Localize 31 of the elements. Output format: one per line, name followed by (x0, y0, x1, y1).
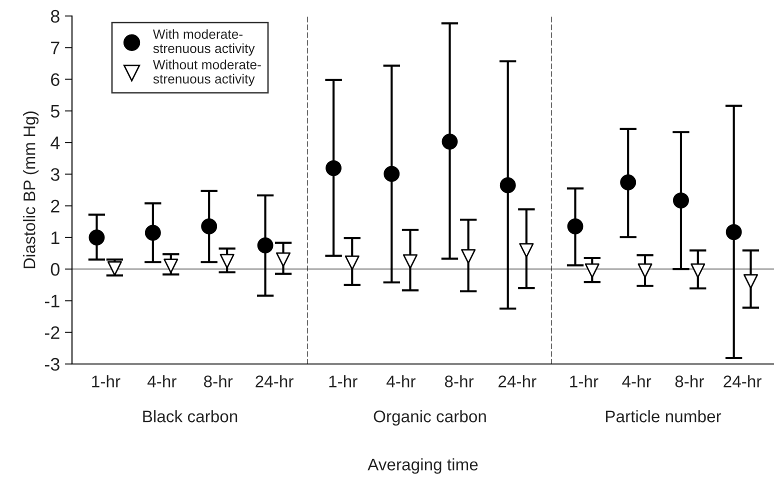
x-tick-label: 8-hr (204, 375, 233, 388)
x-axis-title: Organic carbon (374, 410, 486, 426)
y-tick-label: 5 (50, 105, 60, 118)
x-tick-label: 1-hr (92, 375, 120, 388)
y-tick-label: 7 (51, 42, 60, 54)
x-tick-label: 24-hr (724, 375, 762, 388)
y-tick-label: 2 (51, 200, 60, 212)
y-tick-label: 4 (50, 136, 60, 150)
x-tick-label: 8-hr (444, 375, 474, 388)
y-tick-label: -3 (44, 358, 60, 371)
x-tick-label: 1-hr (570, 375, 598, 388)
x-tick-label: 4-hr (147, 375, 176, 388)
x-axis-title: Black carbon (143, 410, 238, 422)
x-tick-label: 8-hr (675, 375, 704, 388)
y-tick-label: 0 (50, 263, 60, 276)
x-tick-label: 24-hr (498, 375, 536, 388)
y-tick-label: -2 (44, 326, 60, 339)
x-tick-label: 24-hr (256, 375, 294, 388)
y-tick-label: 1 (52, 232, 60, 244)
y-tick-label: 6 (51, 73, 60, 86)
x-tick-label: 4-hr (622, 375, 652, 388)
y-tick-label: 8 (50, 10, 60, 23)
legend-label: Without moderate-strenuous activity (152, 60, 261, 86)
y-axis-title: Diastolic BP (mm Hg) (23, 112, 39, 268)
x-axis-title: Particle number (606, 410, 722, 422)
legend-label: With moderate-strenuous activity (152, 29, 255, 56)
x-tick-label: 4-hr (386, 375, 416, 388)
text: Averaging time (368, 458, 478, 474)
x-tick-label: 1-hr (329, 375, 358, 388)
y-tick-label: -1 (44, 294, 60, 308)
y-tick-label: 3 (50, 168, 60, 181)
